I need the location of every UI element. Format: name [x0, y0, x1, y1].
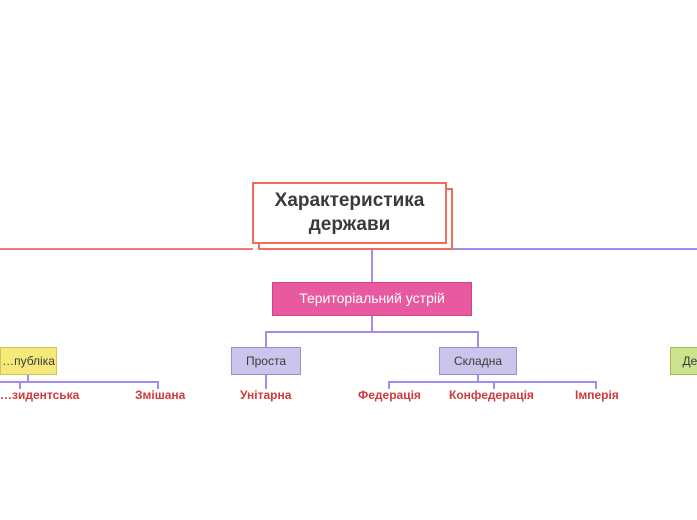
leaf-unitary: Унітарна	[240, 388, 291, 402]
branch-dem: Дем…	[670, 347, 697, 375]
branch-simple: Проста	[231, 347, 301, 375]
leaf-mixed: Змішана	[135, 388, 185, 402]
branch-republic-label: …публіка	[2, 354, 55, 369]
connectors-layer	[0, 0, 697, 520]
root-node-label: Характеристика держави	[275, 189, 425, 237]
branch-republic: …публіка	[0, 347, 57, 375]
root-node: Характеристика держави	[252, 182, 447, 244]
leaf-confederation: Конфедерація	[449, 388, 534, 402]
branch-dem-label: Дем…	[682, 354, 697, 369]
leaf-empire: Імперія	[575, 388, 619, 402]
leaf-president: …зидентська	[0, 388, 79, 402]
branch-simple-label: Проста	[246, 354, 286, 369]
branch-complex-label: Складна	[454, 354, 502, 369]
branch-territory-label: Територіальний устрій	[299, 290, 445, 308]
branch-complex: Складна	[439, 347, 517, 375]
branch-territory: Територіальний устрій	[272, 282, 472, 316]
leaf-federation: Федерація	[358, 388, 421, 402]
